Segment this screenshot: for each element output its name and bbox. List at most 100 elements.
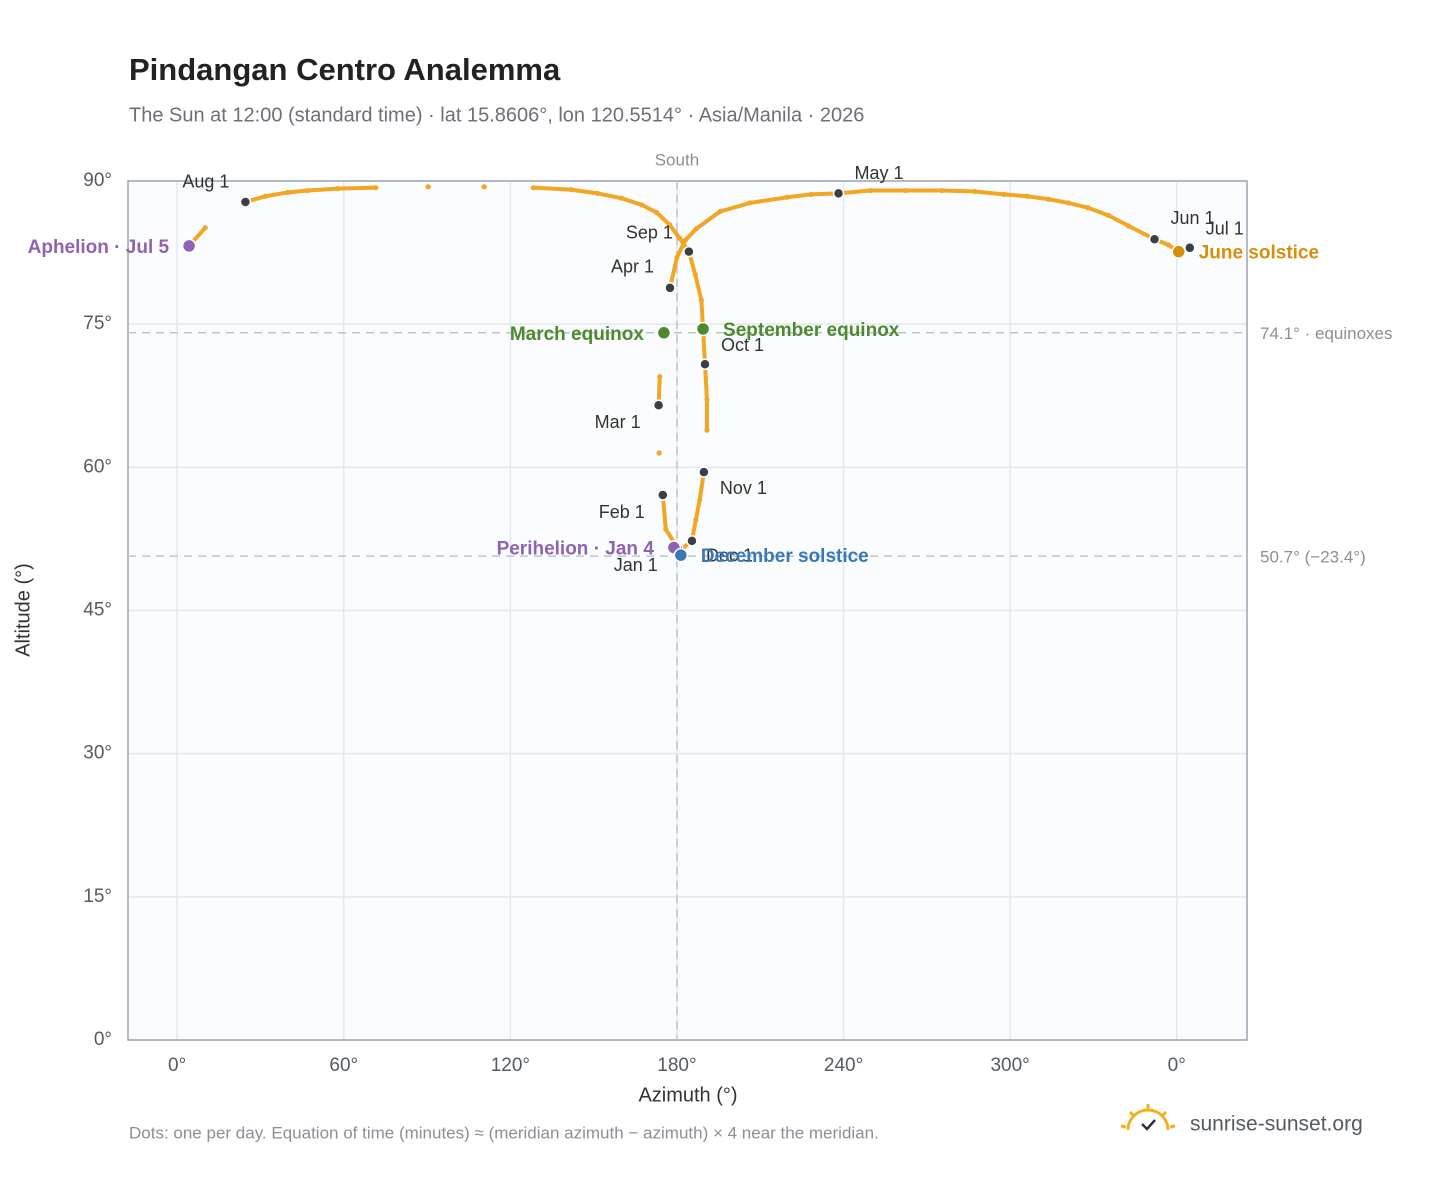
analemma-link xyxy=(1046,197,1071,205)
month-dot xyxy=(699,358,711,371)
x-tick-label: 180° xyxy=(657,1055,696,1076)
analemma-link xyxy=(285,188,310,195)
analemma-link xyxy=(263,190,290,199)
analemma-link xyxy=(639,202,659,215)
daily-dot xyxy=(594,190,601,197)
x-tick-label: 60° xyxy=(329,1055,358,1076)
analemma-link xyxy=(1085,205,1111,218)
daily-dot xyxy=(682,237,688,243)
daily-dot xyxy=(1105,212,1112,218)
daily-dot xyxy=(262,193,269,199)
event-label: September equinox xyxy=(723,320,900,341)
daily-dot xyxy=(1024,193,1030,199)
analemma-link xyxy=(595,191,624,201)
footnote: Dots: one per day. Equation of time (min… xyxy=(129,1123,879,1142)
month-dot xyxy=(657,489,669,501)
month-dot xyxy=(832,187,845,200)
event-dot xyxy=(673,547,689,563)
month-dot xyxy=(652,399,665,412)
y-tick-label: 30° xyxy=(83,743,112,764)
daily-dot xyxy=(747,200,753,206)
daily-dot xyxy=(425,184,431,190)
daily-dot xyxy=(481,184,487,190)
daily-dot xyxy=(903,187,909,194)
event-label: Perihelion · Jan 4 xyxy=(497,539,655,560)
daily-dot xyxy=(867,187,874,194)
x-axis-label: Azimuth (°) xyxy=(638,1084,737,1106)
daily-dot xyxy=(285,189,291,196)
daily-dot xyxy=(667,222,673,228)
event-label: June solstice xyxy=(1199,243,1319,264)
analemma-link xyxy=(1106,213,1131,228)
x-tick-label: 0° xyxy=(168,1055,186,1076)
month-label: Jul 1 xyxy=(1206,219,1244,239)
analemma-link xyxy=(305,186,340,193)
analemma-link xyxy=(1066,200,1090,210)
x-tick-label: 240° xyxy=(824,1055,863,1076)
event-dot xyxy=(181,238,197,254)
y-tick-label: 45° xyxy=(83,600,112,621)
analemma-link xyxy=(972,189,1007,197)
analemma-link xyxy=(1002,192,1030,199)
month-dot xyxy=(683,245,695,258)
daily-dot xyxy=(693,517,699,523)
daily-dot xyxy=(697,497,703,503)
event-label: Aphelion · Jul 5 xyxy=(28,237,170,258)
analemma-link xyxy=(654,210,672,227)
y-tick-label: 15° xyxy=(83,886,112,907)
analemma-link xyxy=(1025,194,1051,202)
month-label: Jan 1 xyxy=(614,555,658,575)
analemma-link xyxy=(785,192,814,200)
month-label: Mar 1 xyxy=(595,412,641,432)
chart-title: Pindangan Centro Analemma xyxy=(129,52,561,87)
daily-dot xyxy=(717,208,723,215)
daily-dot xyxy=(692,271,698,278)
daily-dot xyxy=(530,185,536,191)
daily-dot xyxy=(704,396,710,403)
daily-dot xyxy=(1065,200,1072,206)
event-label: December solstice xyxy=(701,546,869,567)
month-label: Aug 1 xyxy=(182,172,229,192)
y-tick-label: 60° xyxy=(83,456,112,477)
daily-dot xyxy=(1045,196,1051,202)
daily-dot xyxy=(373,185,379,191)
daily-dot xyxy=(335,186,341,192)
chart-subtitle: The Sun at 12:00 (standard time) · lat 1… xyxy=(129,104,864,126)
month-label: Jun 1 xyxy=(1171,208,1215,228)
month-dot xyxy=(664,282,676,294)
month-dot xyxy=(239,196,252,208)
daily-dot xyxy=(808,191,814,197)
daily-dot xyxy=(657,374,663,380)
daily-dot xyxy=(698,297,704,303)
daily-dot xyxy=(939,187,945,194)
daily-dot xyxy=(1165,242,1172,248)
meridian-label: South xyxy=(655,150,699,169)
analemma-link xyxy=(693,272,704,303)
analemma-link xyxy=(683,226,699,243)
month-label: Apr 1 xyxy=(611,257,654,277)
x-tick-label: 120° xyxy=(491,1055,530,1076)
month-dot xyxy=(698,466,710,478)
event-dot xyxy=(656,325,672,341)
daily-dot xyxy=(704,427,710,433)
analemma-link xyxy=(694,209,722,231)
analemma-link xyxy=(619,196,644,207)
brand: sunrise-sunset.org xyxy=(1190,1113,1363,1136)
daily-dot xyxy=(693,226,699,232)
analemma-link xyxy=(717,200,752,214)
analemma-link xyxy=(747,195,790,205)
y-tick-label: 75° xyxy=(83,313,112,334)
y-tick-label: 0° xyxy=(94,1029,112,1050)
event-dot xyxy=(695,321,711,337)
reference-label: 50.7° (−23.4°) xyxy=(1260,548,1366,567)
daily-dot xyxy=(639,202,645,208)
analemma-link xyxy=(939,188,977,194)
month-label: Nov 1 xyxy=(720,478,767,498)
brand-icon xyxy=(1120,1104,1176,1131)
daily-dot xyxy=(663,526,669,532)
daily-dot xyxy=(1001,191,1007,197)
event-dot xyxy=(1171,244,1186,259)
daily-dot xyxy=(784,194,790,200)
daily-dot xyxy=(202,225,208,231)
